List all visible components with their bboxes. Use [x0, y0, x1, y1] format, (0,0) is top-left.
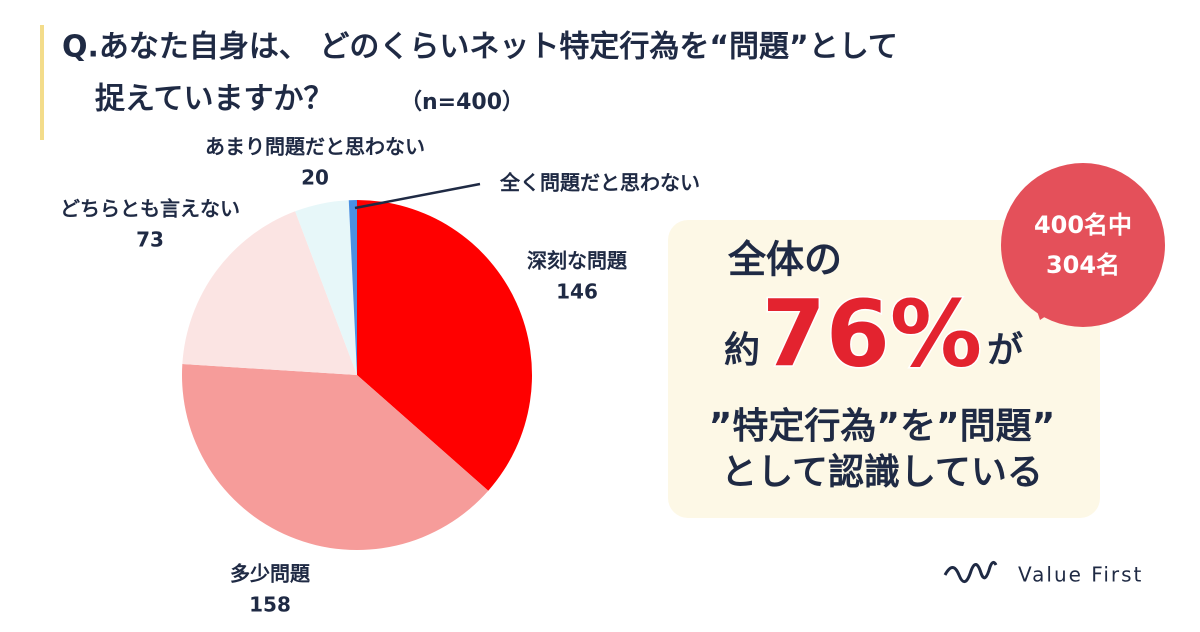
- pie-slice: [357, 200, 532, 491]
- pie-slice: [348, 200, 357, 375]
- slice-label: どちらとも言えない: [60, 197, 240, 221]
- callout-box: [668, 220, 1100, 518]
- logo-mark: [943, 560, 998, 583]
- callout-text: が: [987, 330, 1023, 371]
- title-bar: [40, 25, 44, 140]
- pie-slice: [182, 211, 357, 375]
- slice-value: 73: [136, 228, 164, 252]
- bubble: [1001, 163, 1165, 327]
- slice-value: 20: [301, 166, 329, 190]
- callout-text: ”特定行為”を”問題”: [709, 406, 1056, 447]
- sample-note: （n=400）: [400, 90, 524, 115]
- bubble-text: 304名: [1046, 251, 1120, 279]
- callout-text: 約: [724, 330, 760, 371]
- pie: [182, 200, 532, 550]
- slice-label: あまり問題だと思わない: [205, 135, 425, 159]
- bubble-text: 400名中: [1034, 211, 1132, 239]
- logo: Value First: [1018, 563, 1143, 587]
- slice-label: 深刻な問題: [527, 249, 628, 273]
- slice-label: 多少問題: [230, 562, 311, 586]
- title: Q.あなた自身は、 どのくらいネット特定行為を“問題”として: [62, 30, 898, 65]
- slice-value: 146: [556, 280, 598, 304]
- callout-text: 全体の: [727, 238, 842, 282]
- title: 捉えていますか？: [95, 82, 334, 117]
- leader-line: [354, 182, 481, 210]
- callout-text: として認識している: [721, 452, 1043, 493]
- slice-label: 全く問題だと思わない: [499, 171, 700, 195]
- pie-slice: [182, 364, 489, 550]
- slice-value: 158: [249, 593, 291, 617]
- pie-slice: [295, 200, 357, 375]
- callout-percent: 76%: [762, 280, 982, 387]
